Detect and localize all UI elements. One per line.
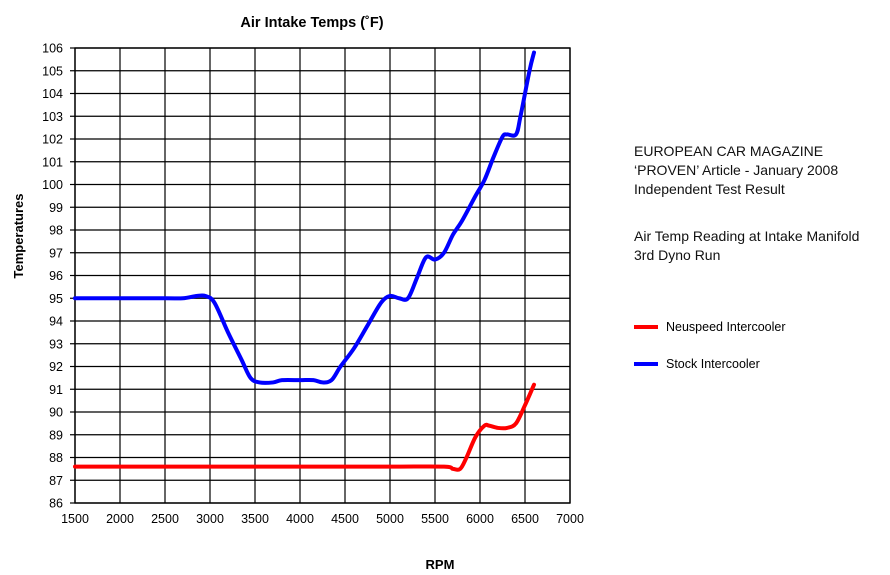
y-tick-label: 101	[42, 155, 63, 169]
x-tick-labels: 1500 2000 2500 3000 3500 4000 4500 5000 5500 6000…	[61, 512, 584, 526]
y-tick-label: 106	[42, 42, 63, 56]
x-tick-label: 4500	[331, 512, 359, 526]
y-tick-label: 99	[49, 201, 63, 215]
legend-swatch-stock	[634, 362, 658, 366]
x-tick-label: 1500	[61, 512, 89, 526]
legend-item-stock: Stock Intercooler	[634, 355, 760, 373]
y-tick-label: 98	[49, 224, 63, 238]
x-tick-label: 5500	[421, 512, 449, 526]
legend-swatch-neuspeed	[634, 325, 658, 329]
stock-intercooler-line	[73, 50, 536, 385]
x-tick-label: 5000	[376, 512, 404, 526]
x-tick-label: 2000	[106, 512, 134, 526]
y-tick-label: 97	[49, 246, 63, 260]
test-note: Air Temp Reading at Intake Manifold 3rd …	[634, 227, 859, 265]
x-tick-label: 3500	[241, 512, 269, 526]
y-tick-label: 96	[49, 269, 63, 283]
y-tick-label: 91	[49, 383, 63, 397]
y-tick-label: 94	[49, 315, 63, 329]
y-tick-label: 89	[49, 428, 63, 442]
x-tick-label: 3000	[196, 512, 224, 526]
plot-grid	[70, 47, 571, 504]
y-tick-label: 95	[49, 292, 63, 306]
plot-frame	[74, 47, 571, 504]
x-tick-label: 6500	[511, 512, 539, 526]
note-line: EUROPEAN CAR MAGAZINE	[634, 143, 824, 159]
y-axis-label: Temperatures	[11, 193, 26, 278]
y-tick-label: 102	[42, 133, 63, 147]
x-axis-label: RPM	[426, 557, 455, 572]
y-tick-label: 104	[42, 87, 63, 101]
x-tick-label: 7000	[556, 512, 584, 526]
y-tick-label: 88	[49, 451, 63, 465]
y-tick-label: 90	[49, 406, 63, 420]
y-tick-label: 100	[42, 178, 63, 192]
legend-label-neuspeed: Neuspeed Intercooler	[666, 320, 786, 334]
note-line: Independent Test Result	[634, 181, 785, 197]
x-tick-label: 4000	[286, 512, 314, 526]
y-tick-label: 87	[49, 474, 63, 488]
neuspeed-intercooler-line	[73, 382, 536, 472]
y-tick-label: 103	[42, 110, 63, 124]
x-tick-label: 2500	[151, 512, 179, 526]
y-tick-label: 92	[49, 360, 63, 374]
note-line: Air Temp Reading at Intake Manifold	[634, 228, 860, 244]
chart-title: Air Intake Temps (˚F)	[240, 15, 383, 31]
legend-label-stock: Stock Intercooler	[666, 357, 760, 371]
magazine-note: EUROPEAN CAR MAGAZINE ‘PROVEN’ Article -…	[634, 142, 838, 199]
y-tick-label: 86	[49, 497, 63, 511]
note-line: ‘PROVEN’ Article - January 2008	[634, 162, 839, 178]
legend-item-neuspeed: Neuspeed Intercooler	[634, 318, 786, 336]
y-tick-label: 93	[49, 337, 63, 351]
x-tick-label: 6000	[466, 512, 494, 526]
y-tick-labels: 86 87 88 89 90 91 92 93 94 95 96 97 98 99 100 101 102 103…	[42, 42, 63, 511]
y-tick-label: 105	[42, 64, 63, 78]
note-line: 3rd Dyno Run	[634, 247, 721, 263]
series-lines	[73, 50, 536, 472]
